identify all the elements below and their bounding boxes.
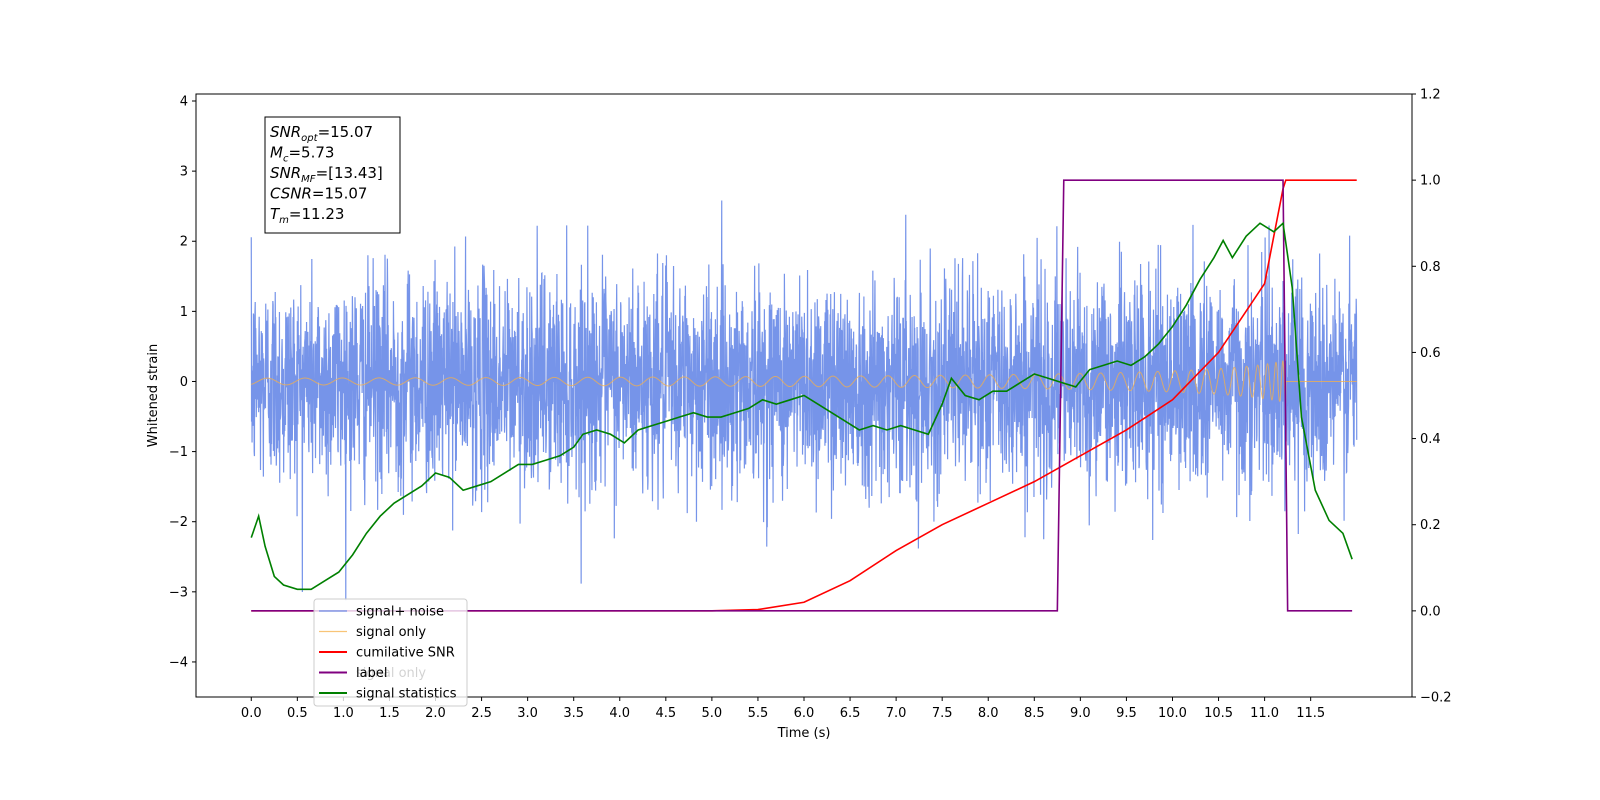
x-tick-label: 10.5 — [1204, 706, 1233, 721]
x-tick-label: 11.0 — [1250, 706, 1279, 721]
annotation-frame — [264, 116, 401, 234]
x-tick-label: 5.0 — [702, 706, 723, 721]
series-signal-only-line — [251, 360, 1357, 404]
x-tick-label: 11.5 — [1296, 706, 1325, 721]
x-tick-label: 1.5 — [379, 706, 400, 721]
noise-series-layer — [250, 200, 1358, 601]
x-tick-label: 2.5 — [471, 706, 492, 721]
series-cumilative-snr-line — [251, 179, 1357, 612]
annotation-value: =11.23 — [289, 205, 345, 223]
stats-annotation-box: SNRopt=15.07Mc=5.73SNRMF=[13.43]CSNR=15.… — [264, 116, 401, 234]
x-tick-label: 4.0 — [609, 706, 630, 721]
y2-tick-label: 0.0 — [1420, 604, 1441, 619]
y2-tick-label: 0.8 — [1420, 260, 1441, 275]
y-axis-label: Whitened strain — [146, 344, 161, 447]
series-signal-statistics-line — [250, 221, 1353, 591]
legend-entry-label: cumilative SNR — [356, 646, 455, 661]
x-tick-label: 7.0 — [886, 706, 907, 721]
series-signal-noise-line — [250, 200, 1358, 601]
legend-entry-label: signal statistics — [356, 687, 457, 702]
annotation-line: Mc=5.73 — [270, 144, 334, 165]
signal-only-series-layer — [251, 360, 1357, 404]
y-tick-label: 2 — [180, 235, 188, 250]
y-tick-label: 4 — [180, 95, 188, 110]
y2-tick-label: −0.2 — [1420, 691, 1452, 706]
legend-entry-label: signal only — [356, 625, 426, 640]
x-tick-label: 3.5 — [563, 706, 584, 721]
x-tick-label: 6.0 — [794, 706, 815, 721]
y-tick-label: 0 — [180, 375, 188, 390]
annotation-line: SNRopt=15.07 — [270, 123, 373, 144]
y2-axis-ticks: 1.2 1.0 0.8 0.6 0.4 0.2 0.0 −0.2 — [1412, 88, 1452, 706]
x-tick-label: 3.0 — [517, 706, 538, 721]
y2-tick-label: 0.6 — [1420, 346, 1441, 361]
annotation-line: CSNR=15.07 — [270, 185, 367, 203]
annotation-symbol: M — [270, 144, 283, 162]
x-tick-label: 0.5 — [287, 706, 308, 721]
annotation-symbol: CSNR — [270, 185, 312, 203]
annotation-line: SNRMF=[13.43] — [270, 164, 383, 185]
x-tick-label: 9.5 — [1116, 706, 1137, 721]
annotation-subscript: c — [283, 154, 289, 165]
annotation-subscript: opt — [301, 133, 318, 144]
x-tick-label: 10.0 — [1158, 706, 1187, 721]
annotation-value: =5.73 — [288, 144, 334, 162]
x-tick-label: 9.0 — [1070, 706, 1091, 721]
legend: signal+ noise signal only cumilative SNR la… — [313, 598, 468, 707]
legend-overlap-text: signal only — [356, 666, 426, 681]
annotation-subscript: MF — [301, 174, 316, 185]
y-tick-label: 1 — [180, 305, 188, 320]
x-tick-label: 7.5 — [932, 706, 953, 721]
x-axis-ticks: 0.0 0.5 1.0 1.5 2.0 2.5 3.0 3.5 4.0 4.5 5.0 5.5 6.0 6… — [241, 697, 1325, 721]
x-tick-label: 2.0 — [425, 706, 446, 721]
y2-tick-label: 0.4 — [1420, 432, 1441, 447]
annotation-symbol: SNR — [270, 164, 301, 182]
x-tick-label: 1.0 — [333, 706, 354, 721]
legend-entry-label: signal+ noise — [356, 605, 444, 620]
x-axis-label: Time (s) — [777, 726, 831, 741]
annotation-line: Tm=11.23 — [270, 205, 344, 226]
y-tick-label: 3 — [180, 165, 188, 180]
y-tick-label: −4 — [169, 655, 188, 670]
y2-tick-label: 1.0 — [1420, 174, 1441, 189]
y-tick-label: −3 — [169, 585, 188, 600]
annotation-value: =15.07 — [312, 185, 368, 203]
legend-entry-label: label — [356, 666, 387, 681]
y-axis-ticks: 4 3 2 1 0 −1 −2 −3 −4 — [169, 95, 196, 670]
y-tick-label: −2 — [169, 515, 188, 530]
right-axis-series-layer — [250, 179, 1357, 612]
annotation-value: =[13.43] — [316, 164, 383, 182]
x-tick-label: 4.5 — [655, 706, 676, 721]
x-tick-label: 5.5 — [748, 706, 769, 721]
x-tick-label: 6.5 — [840, 706, 861, 721]
annotation-subscript: m — [279, 215, 289, 226]
x-tick-label: 8.0 — [978, 706, 999, 721]
series-label-line — [251, 179, 1353, 612]
y-tick-label: −1 — [169, 445, 188, 460]
annotation-symbol: T — [270, 205, 281, 223]
annotation-symbol: SNR — [270, 123, 301, 141]
y2-tick-label: 0.2 — [1420, 518, 1441, 533]
y2-tick-label: 1.2 — [1420, 88, 1441, 103]
annotation-value: =15.07 — [318, 123, 374, 141]
x-tick-label: 8.5 — [1024, 706, 1045, 721]
legend-frame — [313, 598, 468, 707]
x-tick-label: 0.0 — [241, 706, 262, 721]
